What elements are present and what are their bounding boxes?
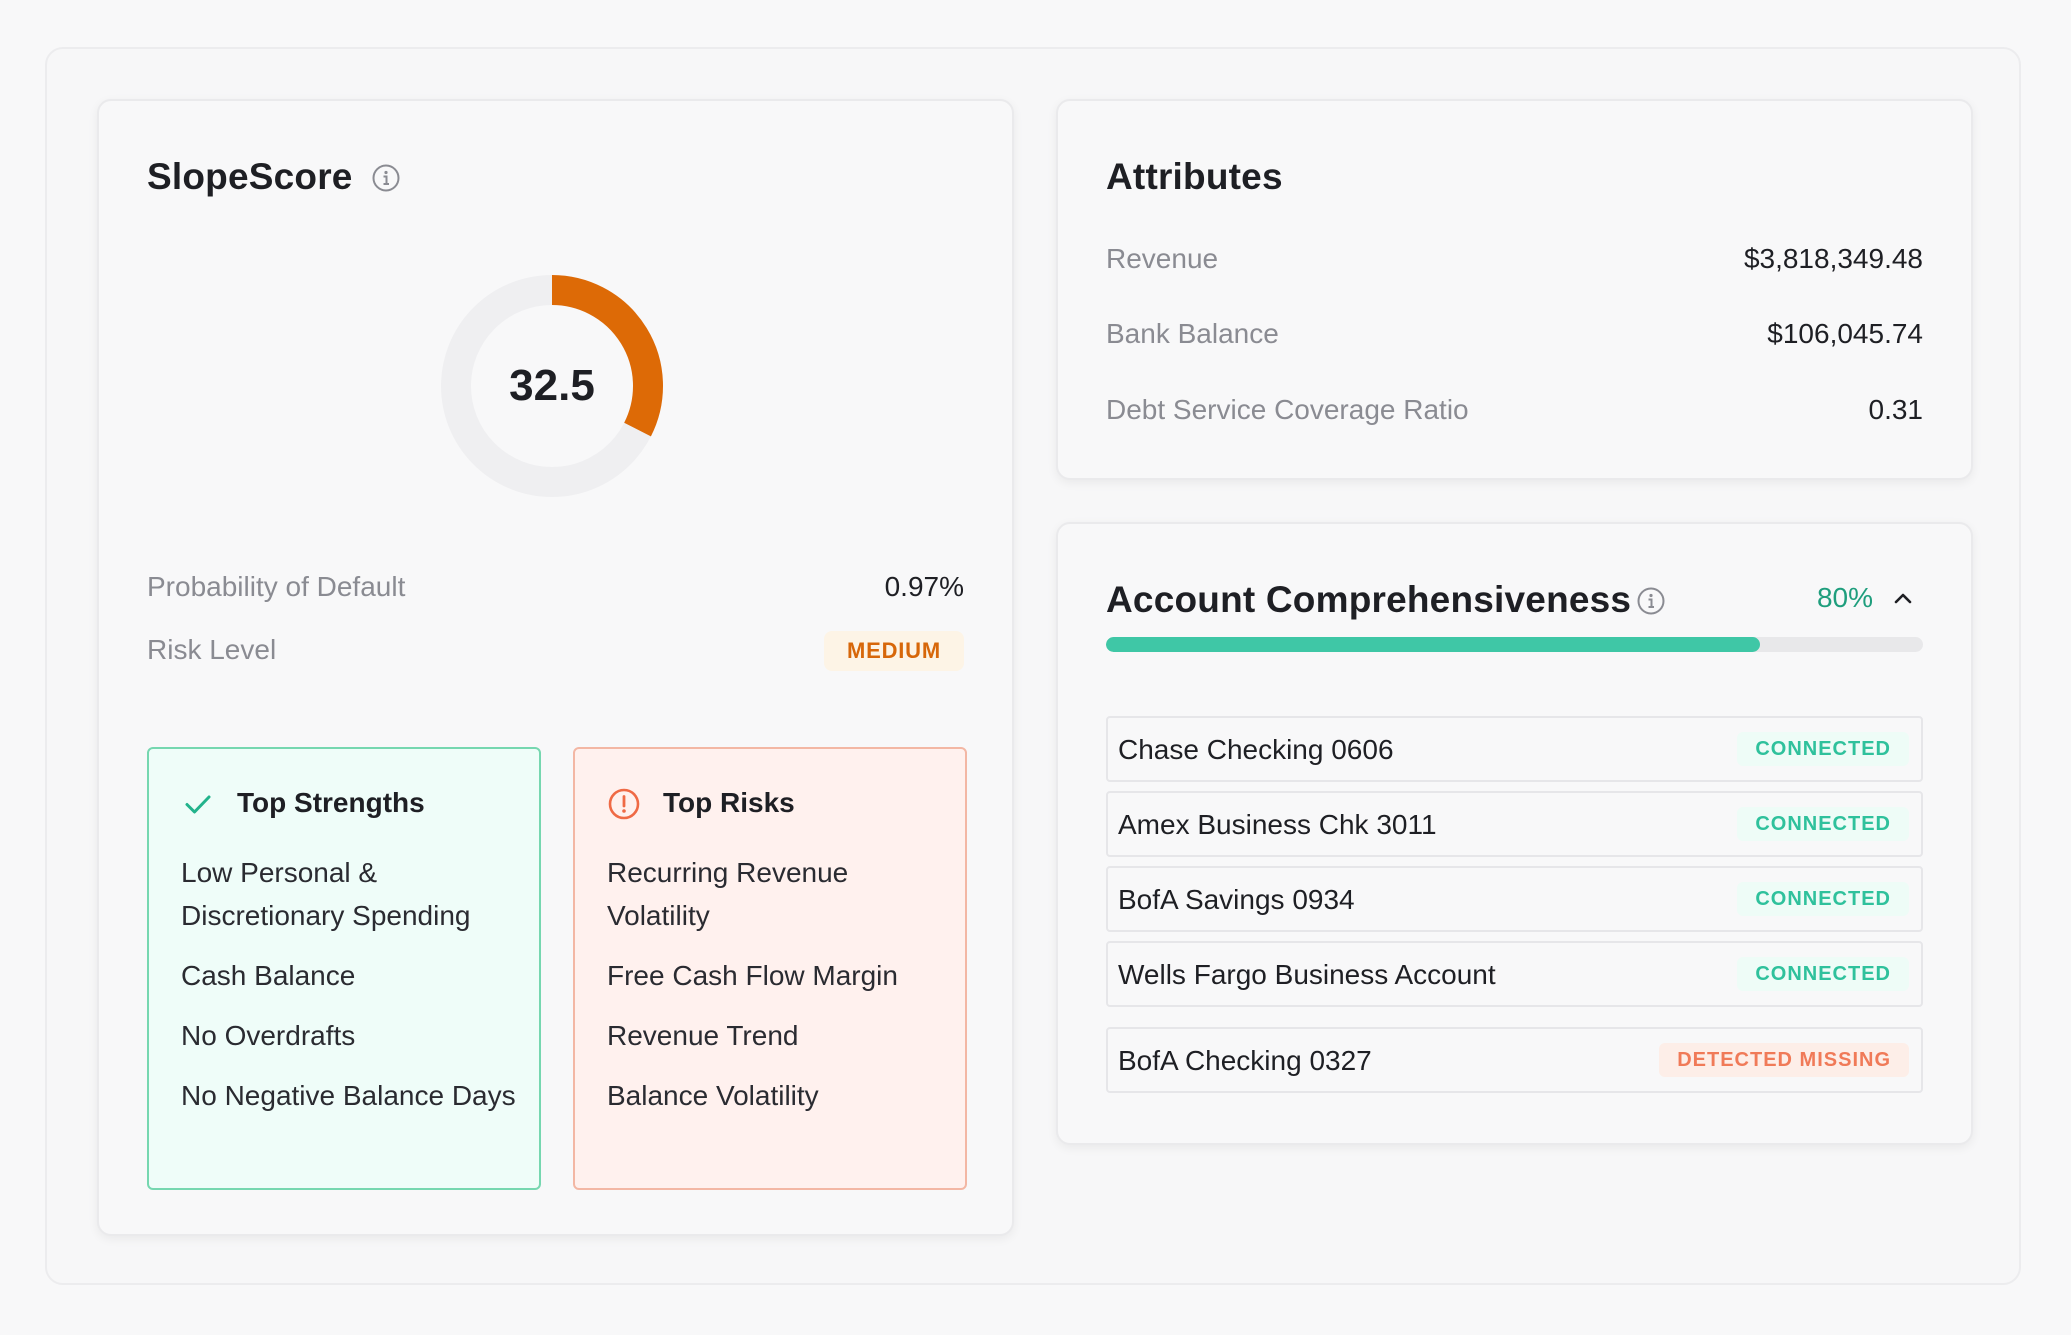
account-name: Chase Checking 0606 [1118,734,1394,765]
probability-of-default-label: Probability of Default [147,571,406,602]
top-risks-list: Recurring Revenue Volatility Free Cash F… [607,851,945,1134]
score-gauge-arc [551,275,663,437]
alert-circle-icon [608,788,640,820]
account-status-badge: CONNECTED [1737,957,1909,991]
attribute-row-revenue: Revenue $3,818,349.48 [1106,243,1923,283]
account-status-badge: CONNECTED [1737,732,1909,766]
top-strengths-panel: Top Strengths Low Personal & Discretiona… [147,747,541,1190]
score-value: 32.5 [509,361,595,410]
strength-item: Cash Balance [181,960,356,991]
account-row[interactable]: Chase Checking 0606 CONNECTED [1106,716,1923,782]
account-status-badge: CONNECTED [1737,807,1909,841]
strength-item: Low Personal & Discretionary Spending [181,857,471,931]
account-row[interactable]: BofA Savings 0934 CONNECTED [1106,866,1923,932]
account-row[interactable]: Amex Business Chk 3011 CONNECTED [1106,791,1923,857]
account-status-badge: CONNECTED [1737,882,1909,916]
risk-item: Balance Volatility [607,1080,819,1111]
risk-level-label: Risk Level [147,634,277,665]
account-row[interactable]: BofA Checking 0327 DETECTED MISSING [1106,1027,1923,1093]
top-risks-title: Top Risks [663,787,795,818]
score-gauge [441,275,663,497]
attribute-value: 0.31 [1868,394,1924,425]
dashboard-container: SlopeScore 32.5 Probability of Default 0… [45,47,2021,1285]
attribute-row-dscr: Debt Service Coverage Ratio 0.31 [1106,394,1923,434]
account-name: BofA Savings 0934 [1118,884,1355,915]
risk-item: Revenue Trend [607,1020,799,1051]
account-name: Wells Fargo Business Account [1118,959,1496,990]
account-name: BofA Checking 0327 [1118,1045,1372,1076]
risk-item: Free Cash Flow Margin [607,960,898,991]
strength-item: No Negative Balance Days [181,1080,516,1111]
comprehensiveness-percent: 80% [1816,582,1873,613]
attribute-value: $106,045.74 [1767,318,1923,349]
risk-level-badge: MEDIUM [824,631,964,671]
account-name: Amex Business Chk 3011 [1118,809,1437,840]
account-list: Chase Checking 0606 CONNECTED Amex Busin… [1106,716,1923,1102]
attribute-label: Bank Balance [1106,318,1279,349]
account-status-badge: DETECTED MISSING [1659,1043,1909,1077]
strength-item: No Overdrafts [181,1020,356,1051]
attribute-value: $3,818,349.48 [1743,243,1923,274]
attribute-label: Revenue [1106,243,1219,274]
attributes-card: Attributes Revenue $3,818,349.48 Bank Ba… [1056,99,1973,480]
attributes-title: Attributes [1106,156,1283,197]
slope-score-card: SlopeScore 32.5 Probability of Default 0… [97,99,1014,1236]
comprehensiveness-progress-bar [1106,637,1923,652]
check-icon [185,795,211,814]
attribute-row-bank-balance: Bank Balance $106,045.74 [1106,318,1923,358]
risk-item: Recurring Revenue Volatility [607,857,849,931]
comprehensiveness-progress-fill [1106,637,1760,652]
info-icon[interactable] [1636,586,1666,616]
chevron-up-icon[interactable] [1890,586,1916,612]
top-risks-panel: Top Risks Recurring Revenue Volatility F… [573,747,967,1190]
info-icon[interactable] [371,163,401,193]
top-strengths-title: Top Strengths [237,787,425,818]
slope-score-title: SlopeScore [147,156,353,197]
top-strengths-list: Low Personal & Discretionary Spending Ca… [181,851,519,1134]
account-comprehensiveness-title: Account Comprehensiveness [1106,579,1632,620]
account-comprehensiveness-card: Account Comprehensiveness 80% Chase Chec… [1056,522,1973,1145]
account-row[interactable]: Wells Fargo Business Account CONNECTED [1106,941,1923,1007]
probability-of-default-value: 0.97% [884,571,964,602]
attribute-label: Debt Service Coverage Ratio [1106,394,1469,425]
